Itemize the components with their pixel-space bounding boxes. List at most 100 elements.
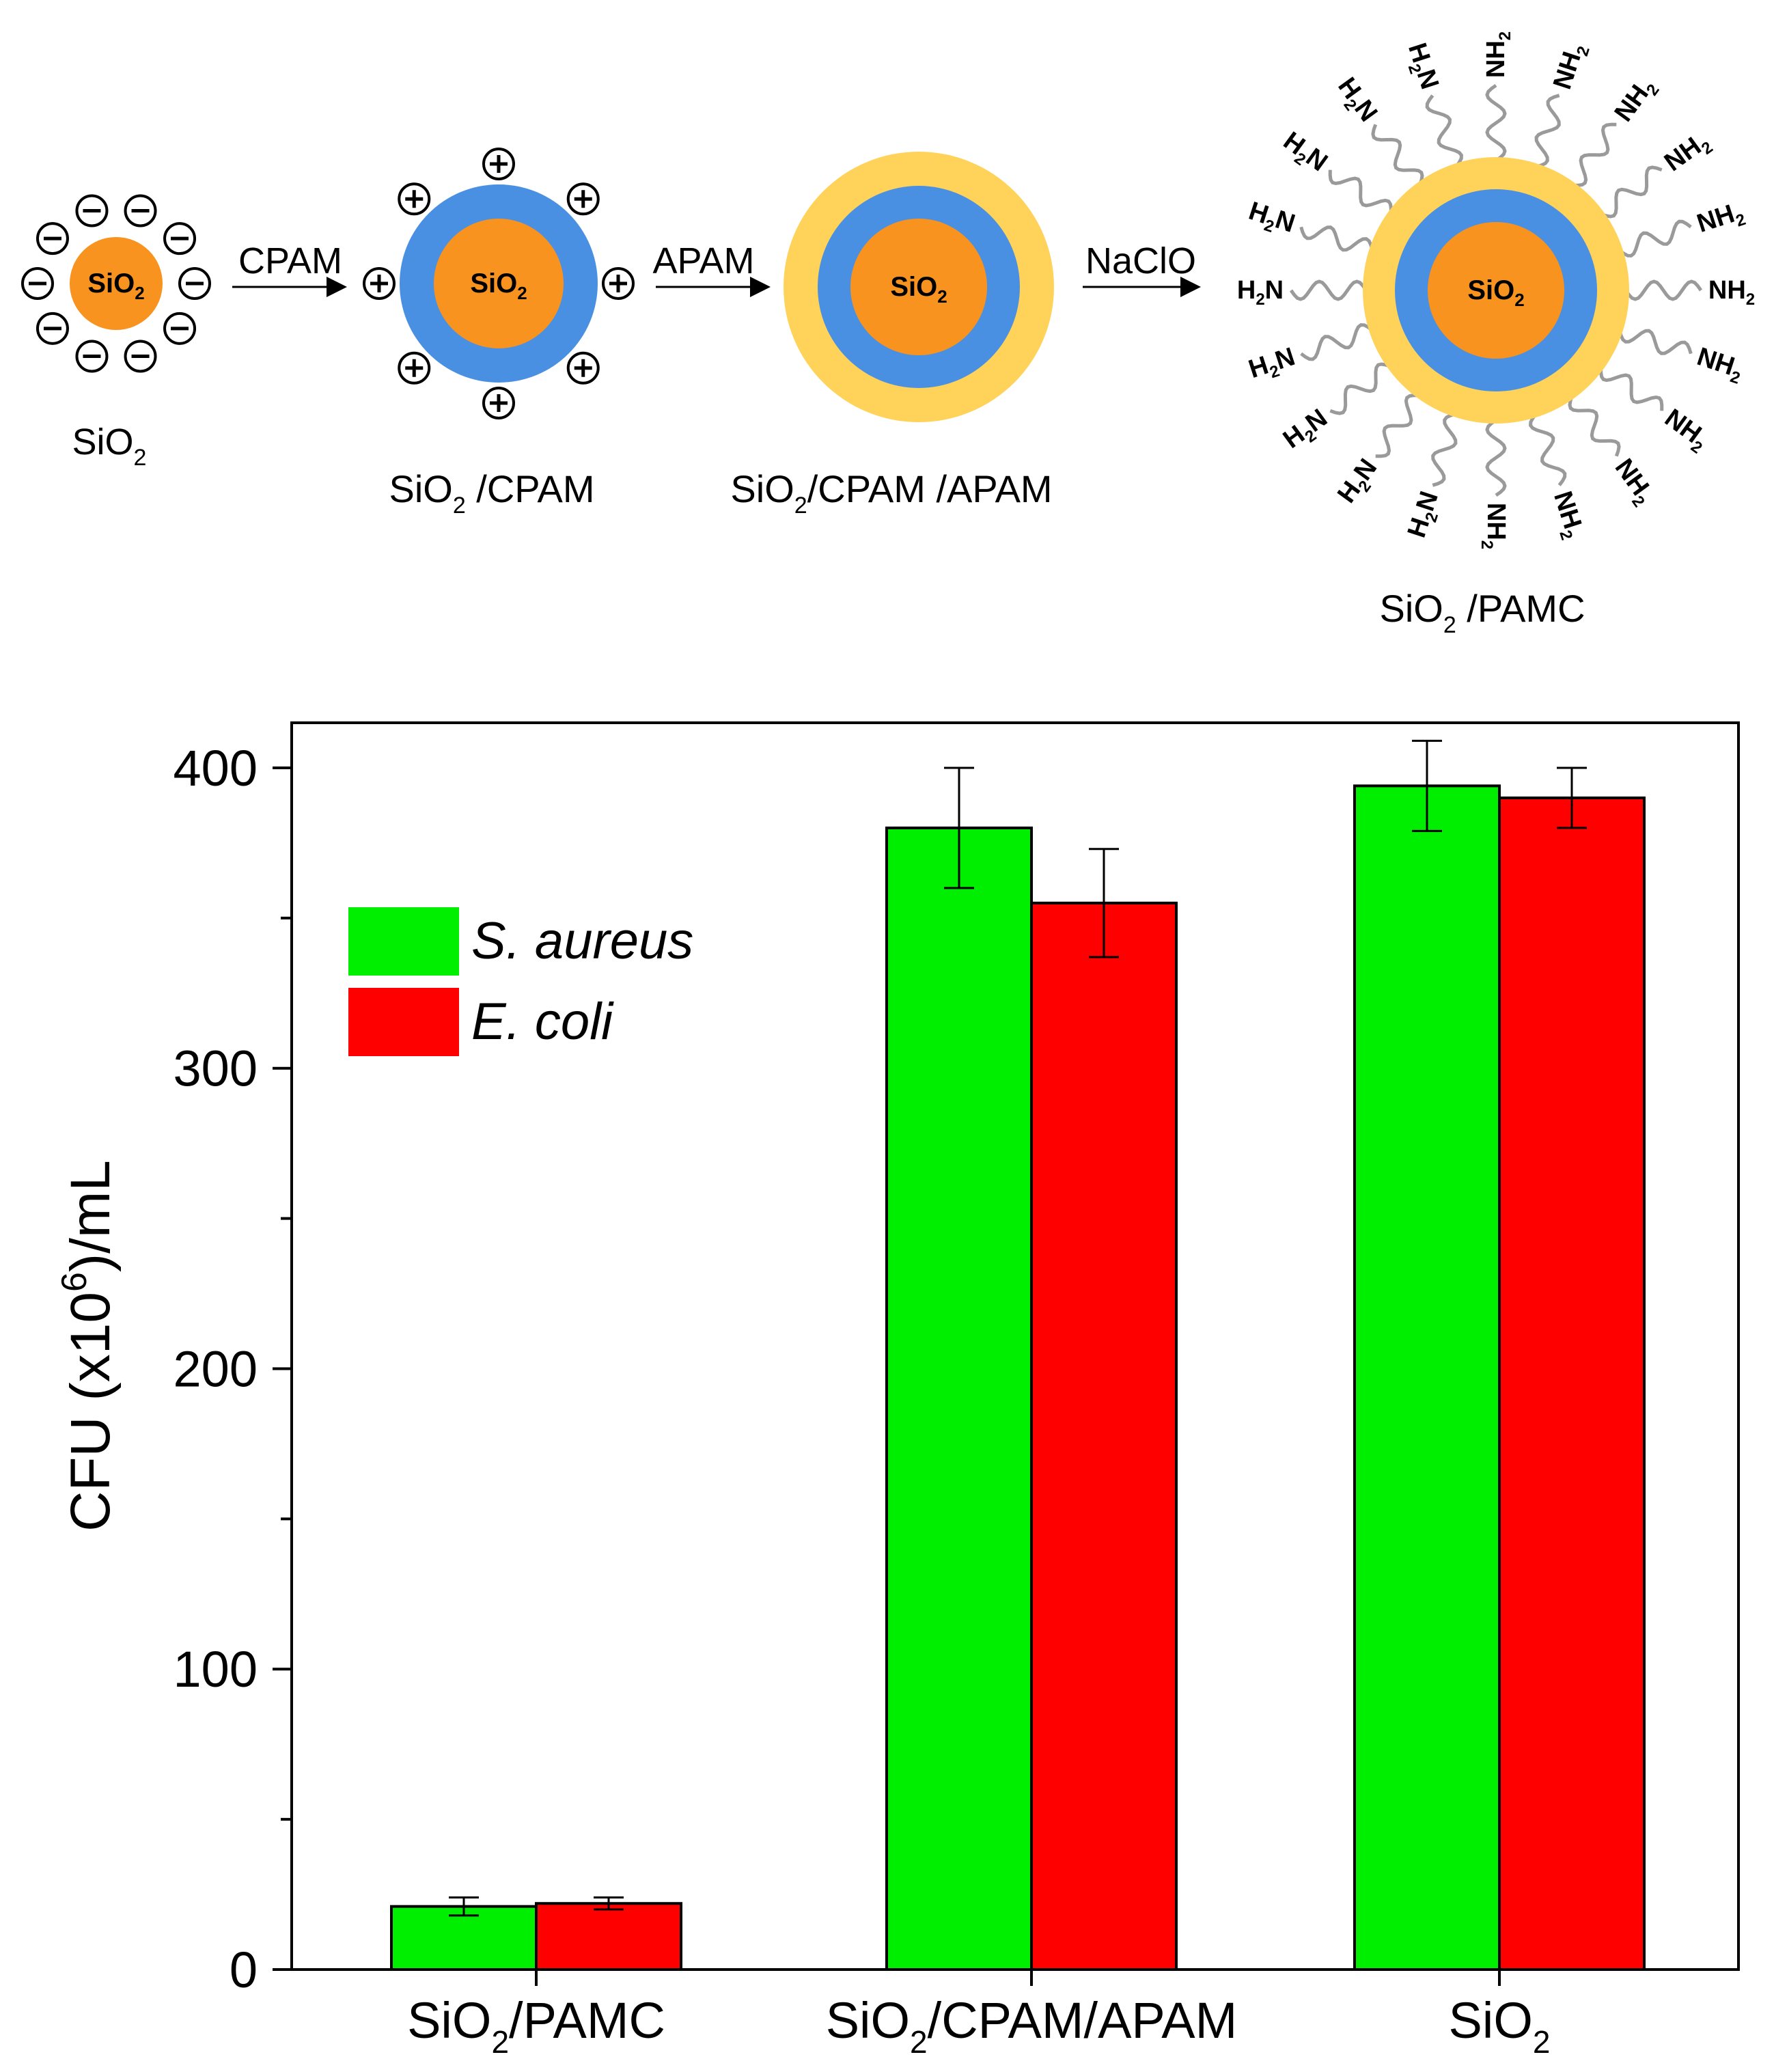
polymer-chain (1329, 362, 1392, 415)
minus-charge-icon (21, 267, 54, 300)
x-tick-label: SiO2/PAMC (407, 1992, 665, 2060)
x-tick-label: SiO2 (1449, 1992, 1551, 2060)
positive-charges (363, 148, 635, 419)
stage-label-sio2-pamc: SiO2 /PAMC (1379, 587, 1585, 638)
error-bar (1412, 739, 1442, 832)
polymer-chain (1431, 412, 1458, 487)
error-bar (1089, 848, 1119, 958)
minus-charge-icon (124, 194, 157, 227)
bar-ecoli-1 (1030, 901, 1178, 1971)
x-tick-label: SiO2/CPAM/APAM (826, 1992, 1238, 2060)
amine-group-label: H2N (1329, 72, 1383, 129)
sio2-core (70, 237, 163, 330)
arrow-cpam: CPAM (232, 240, 347, 297)
minus-charge-icon (75, 194, 109, 227)
minus-charge-icon (36, 222, 69, 255)
plus-charge-icon (566, 351, 600, 385)
sio2-core (1428, 222, 1564, 359)
polymer-chain (1425, 94, 1463, 168)
arrow-label-apam: APAM (652, 240, 754, 281)
bar-saureus-2 (1353, 784, 1501, 1971)
minus-charge-icon (163, 222, 197, 255)
amine-group-label: H2N (1237, 276, 1284, 309)
sio2-core (850, 219, 987, 355)
legend-label: E. coli (471, 993, 614, 1051)
polymer-chain (1371, 124, 1424, 187)
plus-charge-icon (566, 182, 600, 216)
amine-group-label: NH2 (1693, 197, 1748, 243)
amine-group-label: H2N (1402, 488, 1448, 542)
y-axis-label: CFU (x106)/mL (55, 1160, 122, 1532)
stage-label-sio2: SiO2 (72, 422, 147, 471)
amine-group-label: NH2 (1478, 503, 1510, 549)
sio2-core (434, 219, 564, 348)
polymer-chain (1485, 418, 1507, 497)
minus-charge-icon (36, 312, 69, 345)
bars (390, 784, 1646, 1972)
stage-label-sio2-cpam-apam: SiO2/CPAM /APAM (730, 467, 1052, 519)
amine-group-label: NH2 (1692, 342, 1747, 388)
polymer-chain (1572, 122, 1617, 187)
arrow-label-naclo: NaClO (1085, 240, 1196, 281)
polymer-chain (1375, 393, 1420, 458)
y-tick-label: 100 (174, 1641, 258, 1698)
minus-charge-icon (75, 340, 109, 373)
particle-sio2-cpam-apam: SiO2 SiO2/CPAM /APAM (730, 152, 1054, 519)
plus-charge-icon (482, 148, 515, 180)
error-bar (944, 766, 974, 889)
y-tick-label: 0 (230, 1942, 258, 1998)
plus-charge-icon (363, 267, 396, 300)
plus-charge-icon (398, 182, 431, 216)
minus-charge-icon (163, 312, 197, 345)
stage-label-sio2-cpam: SiO2 /CPAM (389, 467, 594, 519)
arrow-naclo: NaClO (1083, 240, 1201, 297)
polymer-chain (1534, 94, 1561, 169)
plus-charge-icon (602, 267, 635, 300)
error-bar (1557, 766, 1587, 829)
polymer-chain (1568, 394, 1621, 457)
polymer-chain (1328, 169, 1393, 215)
negative-charges (21, 194, 211, 373)
error-bar (594, 1896, 624, 1911)
amine-group-label: H2N (1245, 342, 1300, 388)
amine-group-label: NH2 (1548, 40, 1594, 94)
particle-sio2-cpam: SiO2 SiO2 /CPAM (363, 148, 635, 519)
polymer-chain (1289, 279, 1368, 301)
amine-group-label: NH2 (1657, 404, 1714, 458)
amine-group-label: NH2 (1606, 454, 1660, 510)
amine-group-label: NH2 (1544, 488, 1590, 542)
plus-charge-icon (398, 351, 431, 385)
polymer-chain (1599, 366, 1664, 411)
amine-group-label: H2N (1332, 454, 1386, 510)
amine-group-label: H2N (1398, 40, 1444, 94)
bar-ecoli-0 (535, 1902, 682, 1971)
x-axis: SiO2/PAMC SiO2/CPAM/APAM SiO2 (407, 1970, 1550, 2060)
amine-group-label: H2N (1278, 404, 1335, 458)
legend-swatch (348, 988, 459, 1056)
amine-group-label: NH2 (1482, 31, 1514, 78)
particle-sio2: SiO2 SiO2 (21, 194, 211, 471)
legend-label: S. aureus (471, 912, 693, 970)
polymer-chain (1624, 279, 1703, 301)
y-tick-label: 300 (174, 1040, 258, 1097)
legend: S. aureus E. coli (348, 907, 693, 1056)
arrow-apam: APAM (652, 240, 771, 297)
amine-group-label: H2N (1244, 197, 1299, 243)
y-tick-label: 200 (174, 1340, 258, 1397)
legend-swatch (348, 907, 459, 976)
error-bar (449, 1896, 479, 1917)
arrow-label-cpam: CPAM (238, 240, 342, 281)
polymer-chain (1485, 83, 1507, 163)
error-bars (449, 739, 1587, 1917)
polymer-chain (1300, 323, 1374, 361)
amine-group-label: H2N (1275, 126, 1332, 180)
amine-group-label: NH2 (1609, 72, 1663, 129)
bar-ecoli-2 (1498, 796, 1646, 1971)
amine-group-label: NH2 (1708, 276, 1755, 309)
polymer-chain (1299, 225, 1374, 252)
particle-sio2-pamc: NH2NH2NH2NH2NH2NH2NH2NH2NH2NH2NH2H2NH2NH… (1237, 31, 1755, 638)
synthesis-scheme: SiO2 SiO2 CPAM SiO2 SiO2 /CPAM APAM SiO2 (21, 31, 1755, 638)
plus-charge-icon (482, 387, 515, 419)
